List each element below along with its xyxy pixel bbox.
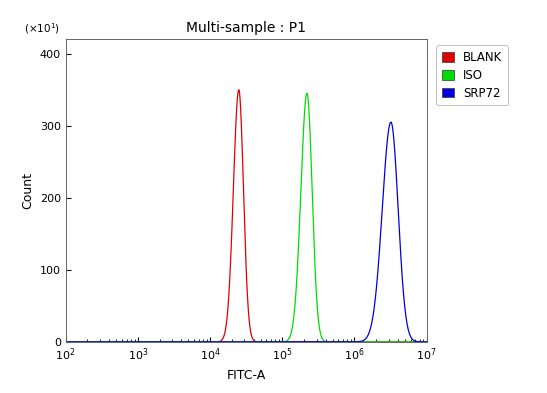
Text: $(\times10^1)$: $(\times10^1)$	[24, 22, 60, 36]
BLANK	[330, 340, 336, 344]
SRP72	[62, 340, 69, 344]
BLANK	[350, 340, 356, 344]
BLANK	[292, 340, 298, 344]
Line: SRP72: SRP72	[66, 122, 427, 342]
Line: BLANK: BLANK	[66, 90, 427, 342]
ISO	[292, 303, 298, 307]
Line: ISO: ISO	[66, 94, 427, 342]
SRP72	[292, 340, 298, 344]
BLANK	[80, 340, 87, 344]
ISO	[350, 340, 356, 344]
SRP72	[423, 340, 430, 344]
ISO	[330, 340, 336, 344]
SRP72	[80, 340, 87, 344]
SRP72	[330, 340, 336, 344]
ISO	[304, 91, 310, 96]
ISO	[423, 340, 430, 344]
BLANK	[193, 340, 200, 344]
ISO	[62, 340, 69, 344]
BLANK	[62, 340, 69, 344]
SRP72	[276, 340, 283, 344]
Legend: BLANK, ISO, SRP72: BLANK, ISO, SRP72	[436, 45, 509, 105]
Y-axis label: Count: Count	[21, 172, 34, 209]
ISO	[193, 340, 200, 344]
SRP72	[193, 340, 200, 344]
Title: Multi-sample : P1: Multi-sample : P1	[186, 21, 306, 35]
ISO	[276, 340, 283, 344]
SRP72	[350, 340, 356, 344]
ISO	[80, 340, 87, 344]
BLANK	[236, 87, 242, 92]
BLANK	[276, 340, 283, 344]
X-axis label: FITC-A: FITC-A	[226, 369, 266, 382]
BLANK	[417, 340, 423, 344]
SRP72	[388, 120, 394, 125]
BLANK	[423, 340, 430, 344]
